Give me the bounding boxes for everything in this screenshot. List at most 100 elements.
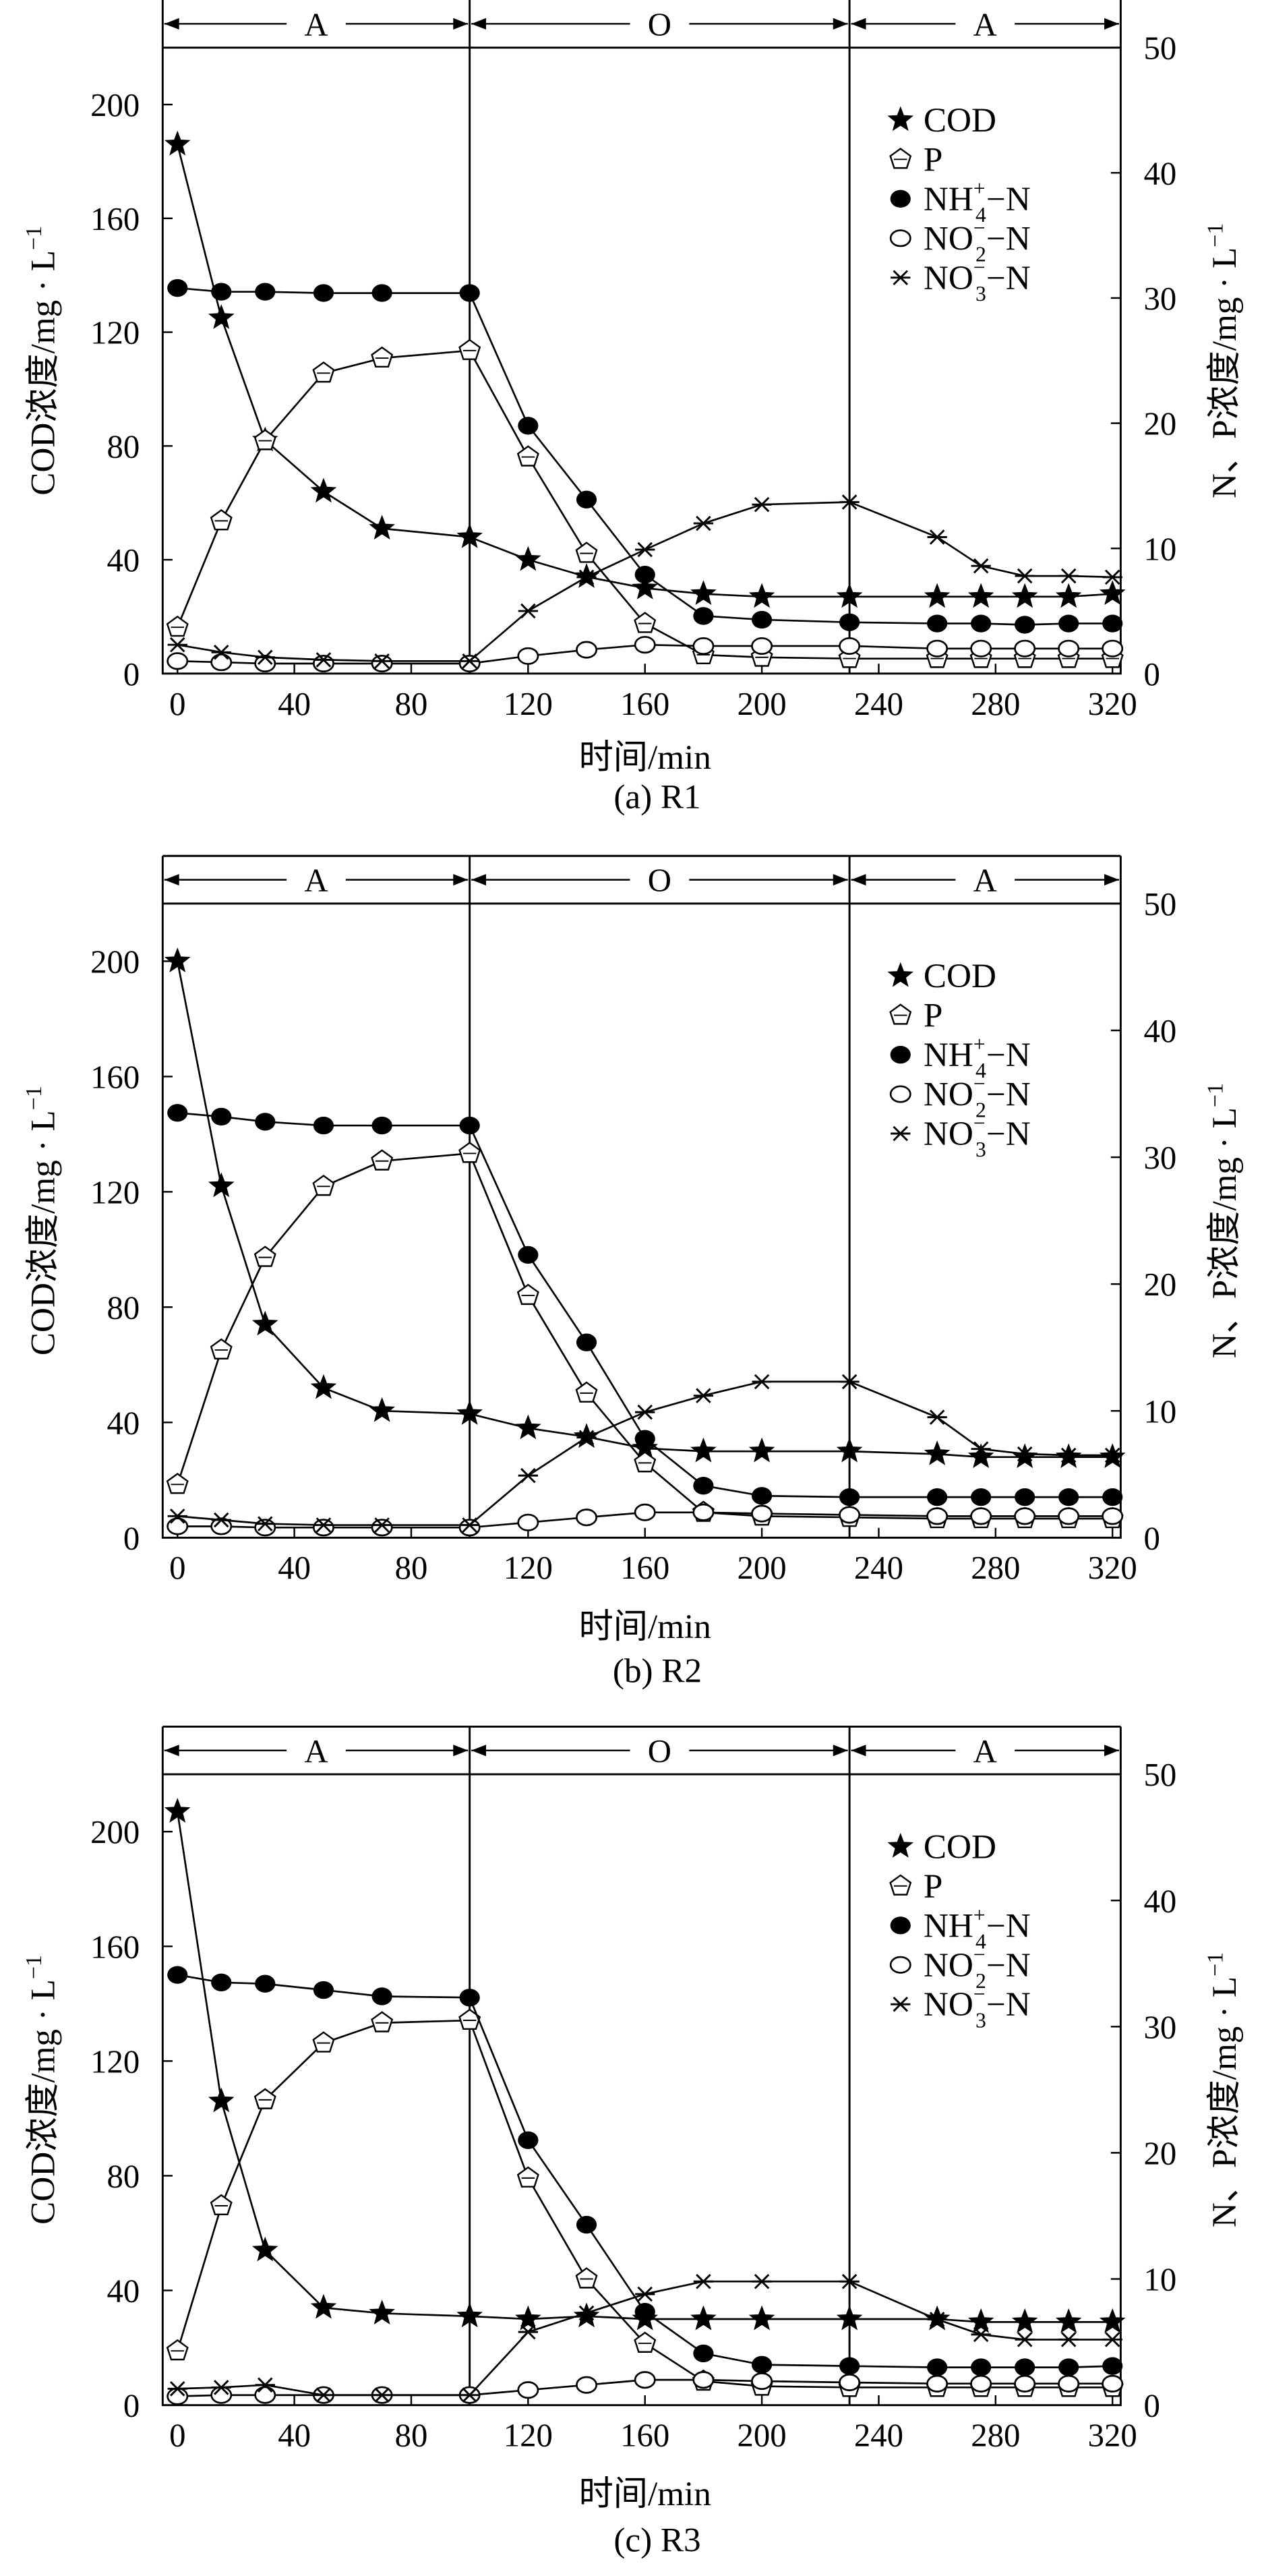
series-open-circle <box>167 636 1124 673</box>
data-point <box>836 1437 863 1463</box>
asterisk-stroke <box>169 637 185 653</box>
data-point <box>1058 1507 1080 1525</box>
arrowhead <box>833 18 848 30</box>
data-point <box>211 645 231 660</box>
y-left-axis-label: COD浓度/mg · L−1 <box>22 1955 63 2225</box>
y-right-tick-label: 30 <box>1144 2009 1177 2045</box>
data-point <box>371 1987 392 2006</box>
y-right-axis-label: N、P浓度/mg · L−1 <box>1203 223 1244 499</box>
data-point <box>576 2376 598 2394</box>
data-point <box>518 603 538 619</box>
data-point <box>460 1517 480 1533</box>
data-point <box>839 2373 861 2391</box>
panel-caption: (b) R2 <box>613 1652 702 1691</box>
y-right-label-group: N、P浓度/mg · L−1 <box>1203 1083 1244 1359</box>
x-tick-label: 200 <box>738 686 787 722</box>
legend-marker <box>890 1045 911 1064</box>
data-point <box>517 1513 539 1531</box>
data-point <box>1014 1507 1036 1525</box>
y-right-axis-label-text: N、P浓度/mg · L <box>1205 247 1244 498</box>
legend-label-rest: −N <box>986 1946 1031 1985</box>
data-point <box>312 1175 335 1196</box>
data-point <box>312 2031 335 2053</box>
y-left-tick-label: 0 <box>123 2388 140 2424</box>
data-point <box>310 2293 337 2319</box>
x-tick-label: 280 <box>971 686 1020 722</box>
data-point <box>254 2386 276 2404</box>
data-point <box>1058 1447 1079 1463</box>
data-point <box>1102 1507 1124 1525</box>
data-point <box>1055 583 1082 608</box>
legend-label: COD <box>924 957 996 995</box>
pentagon-outline <box>166 2339 189 2361</box>
series-filled-circle <box>167 1966 1123 2376</box>
asterisk-stroke <box>1017 2332 1033 2347</box>
legend-item: NO− 3−N <box>891 1982 1031 2032</box>
data-point <box>752 496 772 513</box>
data-point <box>839 1374 860 1390</box>
y-left-tick-label: 40 <box>107 2273 140 2310</box>
phase-label: O <box>648 6 671 42</box>
asterisk-stroke <box>520 1467 536 1484</box>
data-point <box>839 2357 860 2375</box>
data-point <box>460 2387 480 2403</box>
data-point <box>693 2344 714 2363</box>
data-point <box>167 279 188 297</box>
data-point <box>575 2267 598 2289</box>
data-point <box>751 1504 773 1523</box>
legend-label-rest: −N <box>986 219 1031 258</box>
data-point <box>693 1388 714 1403</box>
data-point <box>924 1440 951 1465</box>
legend-label-sup: − <box>973 256 986 279</box>
legend-label-sub: 3 <box>975 2008 986 2032</box>
legend-label-sup: − <box>973 1982 986 2006</box>
data-point <box>456 523 483 548</box>
y-right-tick-label: 10 <box>1144 2262 1177 2298</box>
legend-label-main: NH <box>924 1906 973 1945</box>
chart-panel-1: A O A0 40 80 120 160 200 240 280 32004080120160200… <box>22 0 1244 817</box>
data-point <box>1102 639 1124 657</box>
pentagon-outline <box>210 2194 233 2216</box>
data-point <box>839 637 861 655</box>
data-point <box>371 654 393 673</box>
arrowhead <box>453 1745 469 1757</box>
data-point <box>839 1488 860 1506</box>
data-point <box>255 1974 276 1993</box>
data-point <box>459 284 480 302</box>
data-point <box>926 639 949 657</box>
series-pentagon <box>166 1142 1124 1529</box>
data-point <box>927 2358 948 2376</box>
y-left-tick-label: 80 <box>107 2159 140 2195</box>
y-right-tick-label: 0 <box>1144 2388 1160 2424</box>
y-left-tick-label: 200 <box>90 87 140 123</box>
pentagon-outline <box>458 2008 481 2030</box>
data-point <box>515 2305 541 2331</box>
x-tick-label: 120 <box>504 2418 553 2454</box>
y-left-axis-label-text: COD浓度/mg · L <box>24 1979 62 2225</box>
y-left-tick-label: 0 <box>123 656 140 693</box>
y-left-tick-label: 40 <box>107 1405 140 1441</box>
data-point <box>458 339 481 360</box>
data-point <box>634 2303 655 2321</box>
data-point <box>836 583 863 608</box>
legend-label: P <box>924 140 942 179</box>
data-point <box>210 2194 233 2216</box>
data-point <box>371 346 394 368</box>
y-right-axis-label-text: N、P浓度/mg · L <box>1205 1107 1244 1358</box>
arrowhead <box>453 18 469 30</box>
data-point <box>313 2387 334 2403</box>
pentagon-outline <box>210 509 233 531</box>
data-point <box>312 361 335 383</box>
y-left-tick-label: 200 <box>90 1814 140 1850</box>
legend-item: NO− 3−N <box>891 1111 1031 1161</box>
y-right-tick-label: 10 <box>1144 531 1177 567</box>
data-point <box>751 610 773 629</box>
legend-label: NO− 2−N <box>924 216 1031 266</box>
x-tick-label: 0 <box>169 1550 185 1586</box>
data-point <box>1099 2308 1126 2333</box>
phase-label: O <box>648 862 671 899</box>
asterisk-stroke <box>929 2312 945 2327</box>
arrowhead <box>471 1745 487 1757</box>
asterisk-stroke <box>213 2380 229 2395</box>
